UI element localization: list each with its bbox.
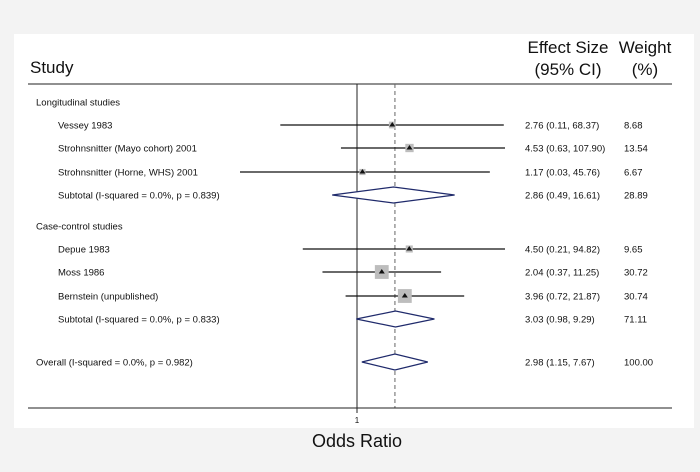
study-ci-text: 3.96 (0.72, 21.87) <box>525 292 600 303</box>
study-point <box>389 122 396 127</box>
study-ci-text: 2.76 (0.11, 68.37) <box>525 121 599 132</box>
overall-label: Overall (I-squared = 0.0%, p = 0.982) <box>36 358 193 369</box>
study-label: Strohnsnitter (Horne, WHS) 2001 <box>58 168 198 179</box>
study-point <box>359 169 366 174</box>
header-study: Study <box>30 58 74 77</box>
subtotal-weight: 71.11 <box>624 315 647 326</box>
study-weight: 9.65 <box>624 245 643 256</box>
study-weight: 30.74 <box>624 292 648 303</box>
overall-weight: 100.00 <box>624 358 653 369</box>
subtotal-ci-text: 2.86 (0.49, 16.61) <box>525 191 600 202</box>
subtotal-label: Subtotal (I-squared = 0.0%, p = 0.833) <box>58 315 220 326</box>
overall-ci-text: 2.98 (1.15, 7.67) <box>525 358 595 369</box>
header-effect-ci: (95% CI) <box>534 60 601 79</box>
study-label: Depue 1983 <box>58 245 110 256</box>
group-label: Longitudinal studies <box>36 98 120 109</box>
study-weight: 8.68 <box>624 121 643 132</box>
study-weight: 30.72 <box>624 268 648 279</box>
header-weight-pct: (%) <box>632 60 658 79</box>
x-axis-label: Odds Ratio <box>312 431 402 451</box>
study-ci-text: 2.04 (0.37, 11.25) <box>525 268 599 279</box>
study-ci-text: 4.50 (0.21, 94.82) <box>525 245 600 256</box>
plot-panel <box>14 34 694 428</box>
study-point <box>378 269 385 274</box>
study-weight: 6.67 <box>624 168 643 179</box>
overall-diamond <box>361 353 428 371</box>
study-label: Vessey 1983 <box>58 121 112 132</box>
study-label: Moss 1986 <box>58 268 104 279</box>
header-effect-size: Effect Size <box>528 38 609 57</box>
forest-rows: Longitudinal studies Vessey 1983 2.76 (0.1… <box>36 84 653 408</box>
subtotal-diamond <box>356 310 435 328</box>
study-point <box>401 293 408 298</box>
study-label: Bernstein (unpublished) <box>58 292 158 303</box>
study-weight: 13.54 <box>624 144 648 155</box>
subtotal-label: Subtotal (I-squared = 0.0%, p = 0.839) <box>58 191 220 202</box>
group-label: Case-control studies <box>36 222 123 233</box>
null-tick-label: 1 <box>355 416 360 425</box>
subtotal-weight: 28.89 <box>624 191 648 202</box>
study-ci-text: 1.17 (0.03, 45.76) <box>525 168 600 179</box>
subtotal-diamond <box>332 186 455 204</box>
study-label: Strohnsnitter (Mayo cohort) 2001 <box>58 144 197 155</box>
study-point <box>406 246 413 251</box>
study-point <box>406 145 413 150</box>
study-ci-text: 4.53 (0.63, 107.90) <box>525 144 605 155</box>
header-weight: Weight <box>619 38 672 57</box>
subtotal-ci-text: 3.03 (0.98, 9.29) <box>525 315 595 326</box>
